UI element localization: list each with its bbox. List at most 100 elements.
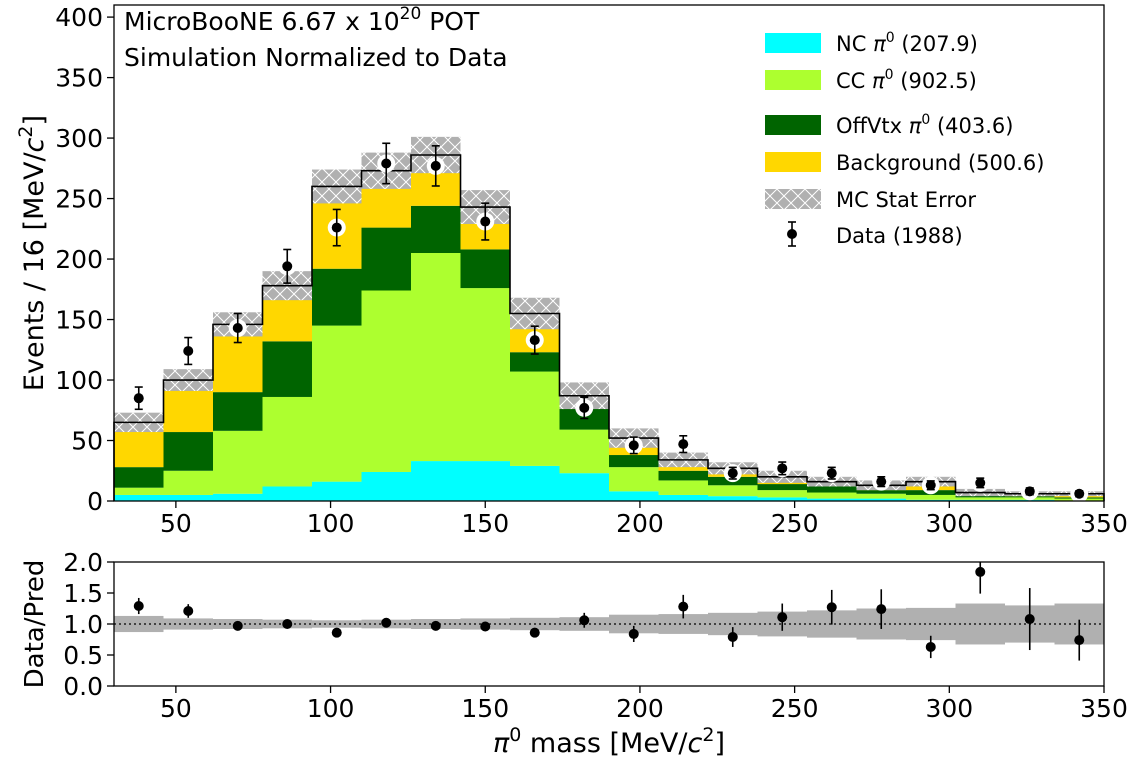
ratio-point-6 [430,620,441,631]
x-tick-label-3: 200 [616,509,664,538]
x-tick-label-1: 100 [307,509,355,538]
ratio-point-1 [183,605,194,616]
bar-cc-13 [757,490,807,498]
ratio-band-10 [609,614,659,634]
data-point-10 [628,440,639,451]
y-tick-label-0: 0 [87,487,103,516]
annotation-line-1: MicroBooNE 6.67 x 1020 POT [124,4,480,36]
data-point-0 [133,393,144,404]
ratio-point-12 [727,632,738,643]
ratio-point-19 [1074,635,1085,646]
ratio-band-4 [312,620,362,628]
ratio-y-tick-label-1: 0.5 [63,641,103,670]
bar-offvtx-17 [955,494,1005,498]
bar-cc-7 [460,288,510,462]
bar-offvtx-4 [312,268,362,326]
bar-nc-8 [510,465,560,501]
ratio-point-2 [232,620,243,631]
data-point-2 [232,323,243,334]
legend-label-nc: NC π0 (207.9) [836,30,978,56]
data-points [129,142,1089,503]
bar-nc-12 [708,496,758,501]
bar-nc-6 [411,461,461,501]
bar-offvtx-13 [757,484,807,491]
ratio-band-0 [114,615,164,633]
bar-offvtx-11 [658,470,708,481]
bar-nc-4 [312,481,362,501]
bar-nc-13 [757,497,807,501]
bar-nc-1 [163,494,213,501]
y-tick-label-4: 200 [55,245,103,274]
annotation-line-2: Simulation Normalized to Data [124,43,508,72]
data-point-4 [331,222,342,233]
data-point-15 [876,476,887,487]
bar-cc-5 [361,290,411,472]
y-tick-label-5: 250 [55,185,103,214]
legend-data-marker [787,229,797,239]
bar-nc-10 [609,491,659,501]
legend-item-data: Data (1988) [787,221,963,248]
bar-nc-3 [262,486,312,501]
ratio-point-9 [579,615,590,626]
x-tick-label-0: 50 [160,509,192,538]
y-axis-ticks: 0 50 100 150 200 250 300 350 400 [55,3,114,516]
bar-nc-2 [213,493,263,501]
bar-offvtx-10 [609,455,659,468]
legend-swatch-nc [765,33,821,53]
bar-cc-16 [906,494,956,500]
bar-offvtx-3 [262,341,312,397]
y-axis-label: Events / 16 [MeV/c2] [15,115,50,391]
data-point-9 [579,402,590,413]
data-point-12 [727,468,738,479]
ratio-panel: 0.00.51.01.52.0 50 100 150 200 250 300 350 Dat… [20,548,1128,759]
bar-offvtx-14 [807,486,857,493]
total-prediction-outline [113,154,1105,501]
ratio-point-11 [678,601,689,612]
x-axis-label: π0 mass [MeV/c2] [493,724,725,759]
legend: NC π0 (207.9) CC π0 (902.5) OffVtx π0 (4… [765,30,1044,248]
ratio-x-tick-label-3: 200 [616,694,664,723]
legend-item-background: Background (500.6) [765,151,1044,175]
ratio-point-8 [529,627,540,638]
ratio-band-12 [708,612,758,636]
data-point-11 [678,439,689,450]
ratio-band-11 [658,614,708,634]
ratio-point-3 [282,619,293,629]
bar-offvtx-5 [361,227,411,291]
ratio-y-tick-label-3: 1.5 [63,579,103,608]
bar-cc-8 [510,371,560,466]
x-tick-label-5: 300 [925,509,973,538]
ratio-x-tick-label-4: 250 [771,694,819,723]
legend-label-data: Data (1988) [836,224,963,248]
bar-cc-4 [312,325,362,482]
ratio-x-tick-label-6: 350 [1080,694,1128,723]
ratio-y-axis-label: Data/Pred [20,560,50,689]
ratio-band-1 [163,618,213,630]
ratio-y-tick-label-2: 1.0 [63,610,103,639]
data-point-18 [1024,486,1035,497]
legend-item-mc-stat-error: MC Stat Error [765,188,976,212]
y-tick-label-2: 100 [55,366,103,395]
bar-cc-3 [262,396,312,487]
legend-item-nc: NC π0 (207.9) [765,30,978,56]
data-point-8 [529,335,540,346]
bar-offvtx-7 [460,249,510,289]
legend-swatch-background [765,152,821,172]
data-point-17 [975,477,986,488]
bar-nc-14 [807,498,857,501]
legend-item-offvtx: OffVtx π0 (403.6) [765,112,1013,138]
ratio-point-7 [480,621,491,632]
bar-cc-0 [114,487,164,495]
bar-cc-11 [658,480,708,495]
data-point-5 [381,158,392,169]
data-point-7 [480,216,491,227]
bar-nc-5 [361,471,411,501]
bar-cc-10 [609,467,659,492]
total-outline [113,154,1105,501]
main-histogram-panel: 0 50 100 150 200 250 300 350 400 50 100 150 200 250 3… [15,3,1128,538]
legend-label-offvtx: OffVtx π0 (403.6) [836,112,1013,138]
legend-item-cc: CC π0 (902.5) [765,67,977,93]
bar-offvtx-0 [114,467,164,488]
x-tick-label-6: 350 [1080,509,1128,538]
